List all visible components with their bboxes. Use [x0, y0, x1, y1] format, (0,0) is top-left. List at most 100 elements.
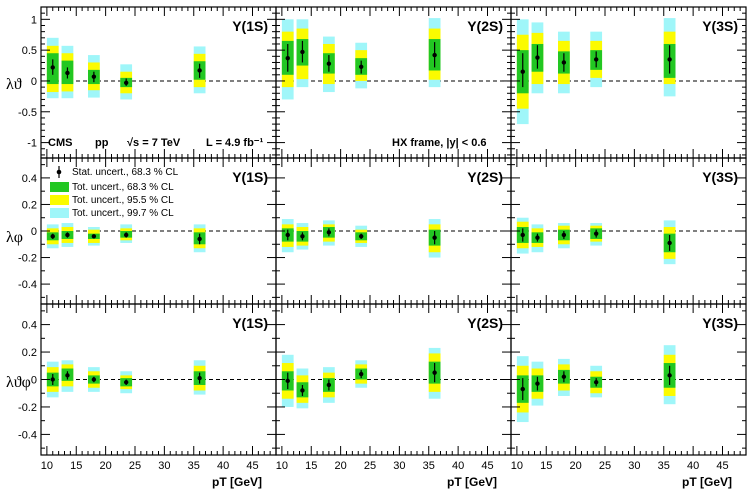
data-point-2: [535, 55, 540, 60]
panel-title: Υ(1S): [232, 18, 268, 34]
xtick-label: 45: [481, 460, 493, 472]
xtick-label: 20: [100, 460, 112, 472]
data-point-5: [667, 57, 672, 62]
panel-r3-c3: 10 15 20 25 30 35 40 45 Υ(3S): [510, 303, 747, 472]
data-point-4: [123, 380, 129, 385]
ylabel-row-3: λϑφ: [6, 374, 31, 391]
data-point-4: [358, 64, 364, 69]
data-point-5: [667, 240, 672, 246]
xtick-label: 10: [41, 460, 53, 472]
ytick-label: 0: [31, 76, 37, 88]
ytick-label: 0: [31, 375, 37, 387]
data-point-1: [520, 232, 525, 238]
xlabel-col-3: pT [GeV]: [682, 475, 732, 489]
data-point-2: [65, 232, 70, 238]
ytick-label: 0.4: [22, 320, 37, 332]
ylabel-row-1: λϑ: [6, 76, 22, 93]
xtick-label: 45: [716, 460, 728, 472]
panel-title: Υ(3S): [702, 169, 738, 185]
ytick-label: -0.5: [18, 107, 37, 119]
xtick-label: 15: [305, 460, 317, 472]
xtick-label: 40: [687, 460, 699, 472]
ytick-label: 0.4: [22, 173, 37, 185]
xtick-label: 10: [276, 460, 288, 472]
panel-title: Υ(1S): [232, 169, 268, 185]
legend-marker-dot: [56, 169, 62, 175]
data-point-1: [50, 377, 55, 382]
legend: Stat. uncert., 68.3 % CL Tot. uncert., 6…: [50, 166, 179, 219]
data-point-3: [561, 60, 567, 65]
data-point-5: [197, 375, 202, 381]
data-point-3: [91, 234, 97, 239]
xtick-label: 15: [70, 460, 82, 472]
data-point-2: [535, 235, 540, 240]
legend-box-95: [50, 195, 69, 205]
data-point-4: [123, 232, 129, 238]
data-point-2: [535, 381, 540, 386]
panel-r3-c1: -0.4 -0.2 0 0.2 0.4 10 15 20 25 30 35 40 45 Υ(1S): [18, 303, 277, 472]
panels-layer: -1 -0.5 0 0.5 1 Υ(1S) Υ(2S) Υ(3S) -0.4 -0.2 0 0.2 0.…: [18, 6, 747, 472]
panel-r1-c2: Υ(2S): [275, 6, 512, 159]
ytick-label: -0.4: [18, 429, 37, 441]
panel-title: Υ(3S): [702, 315, 738, 331]
panel-title: Υ(3S): [702, 18, 738, 34]
data-point-1: [50, 65, 55, 70]
ylabel-row-2: λφ: [6, 229, 23, 246]
data-point-5: [432, 235, 437, 240]
annotation-frame: HX frame, |y| < 0.6: [392, 137, 487, 149]
data-point-3: [326, 230, 332, 235]
data-point-1: [285, 232, 290, 238]
xlabel-col-1: pT [GeV]: [212, 475, 262, 489]
annotation-energy: √s = 7 TeV: [127, 137, 181, 149]
legend-label-997: Tot. uncert., 99.7 % CL: [72, 208, 174, 219]
xtick-label: 30: [393, 460, 405, 472]
data-point-2: [300, 49, 305, 55]
xtick-label: 30: [158, 460, 170, 472]
data-point-2: [65, 373, 70, 378]
xtick-label: 25: [599, 460, 611, 472]
data-point-1: [285, 55, 290, 61]
xtick-label: 30: [628, 460, 640, 472]
panel-title: Υ(2S): [467, 18, 503, 34]
xtick-label: 35: [188, 460, 200, 472]
data-point-5: [667, 373, 672, 378]
data-point-3: [326, 61, 332, 66]
xtick-label: 20: [570, 460, 582, 472]
data-point-3: [91, 377, 97, 382]
data-point-1: [520, 386, 525, 392]
legend-label-stat: Stat. uncert., 68.3 % CL: [72, 167, 179, 178]
data-point-4: [593, 231, 599, 236]
data-point-3: [91, 74, 97, 79]
data-point-4: [593, 57, 599, 62]
xlabel-col-2: pT [GeV]: [447, 475, 497, 489]
xtick-label: 20: [335, 460, 347, 472]
ytick-label: -1: [27, 138, 37, 150]
data-point-5: [197, 68, 202, 73]
ytick-label: 0: [31, 226, 37, 238]
ytick-label: -0.2: [18, 253, 37, 265]
legend-label-95: Tot. uncert., 95.5 % CL: [72, 195, 174, 206]
data-point-2: [300, 388, 305, 393]
xtick-label: 10: [511, 460, 523, 472]
ytick-label: -0.4: [18, 279, 37, 291]
panel-r2-c1: -0.4 -0.2 0 0.2 0.4 Υ(1S): [18, 157, 277, 305]
xtick-label: 25: [129, 460, 141, 472]
data-point-2: [65, 70, 70, 76]
xtick-label: 35: [423, 460, 435, 472]
ytick-label: 1: [31, 14, 37, 26]
xtick-label: 40: [452, 460, 464, 472]
data-point-2: [300, 234, 305, 239]
legend-box-68: [50, 182, 69, 192]
panel-r3-c2: 10 15 20 25 30 35 40 45 Υ(2S): [275, 303, 512, 472]
annotation-experiment: CMS: [48, 137, 72, 149]
legend-label-68: Tot. uncert., 68.3 % CL: [72, 182, 174, 193]
legend-box-997: [50, 208, 69, 218]
annotation-system: pp: [95, 137, 109, 149]
xtick-label: 45: [246, 460, 258, 472]
ytick-label: -0.2: [18, 402, 37, 414]
data-point-5: [432, 52, 437, 58]
xtick-label: 15: [540, 460, 552, 472]
panel-r1-c1: -1 -0.5 0 0.5 1 Υ(1S): [18, 6, 277, 159]
